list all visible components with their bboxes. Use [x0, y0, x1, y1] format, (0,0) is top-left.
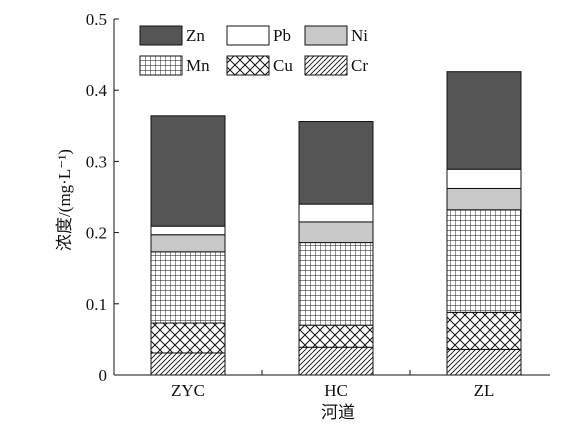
y-tick-label: 0.3 — [86, 152, 107, 171]
bar-zl-pb — [446, 168, 522, 189]
legend-swatch-mn — [139, 55, 183, 76]
x-tick-label-zl: ZL — [474, 381, 495, 400]
legend-swatch-ni — [304, 25, 348, 46]
y-tick-label: 0.5 — [86, 10, 107, 29]
legend-swatch-zn — [139, 25, 183, 46]
bar-hc-cr — [298, 346, 374, 376]
bar-hc-cu — [298, 324, 374, 348]
x-tick-label-zyc: ZYC — [171, 381, 205, 400]
x-tick-label-hc: HC — [324, 381, 348, 400]
bar-zyc-cu — [150, 322, 226, 354]
y-ticks: 0 0.1 0.2 0.3 0.4 0.5 — [86, 10, 119, 385]
axes — [113, 19, 550, 376]
bar-zyc-pb — [150, 225, 226, 236]
legend-label-cr: Cr — [351, 56, 368, 75]
legend-label-zn: Zn — [186, 26, 205, 45]
y-axis-label: 浓度/(mg·L⁻¹) — [55, 149, 74, 251]
legend-label-cu: Cu — [273, 56, 293, 75]
bar-zyc-mn — [150, 251, 226, 324]
x-axis-label: 河道 — [321, 403, 355, 422]
x-ticks: ZYC HC ZL — [171, 370, 494, 400]
y-tick-label: 0.2 — [86, 224, 107, 243]
bar-hc-ni — [298, 221, 374, 244]
bar-zl-cr — [446, 348, 522, 376]
y-tick-label: 0.4 — [86, 81, 108, 100]
legend-swatch-cr — [304, 55, 348, 76]
bar-zyc-zn — [150, 115, 226, 227]
bar-zl-mn — [446, 209, 522, 313]
bar-zl-cu — [446, 311, 522, 350]
legend-label-pb: Pb — [273, 26, 291, 45]
y-tick-label: 0 — [99, 366, 108, 385]
y-tick-label: 0.1 — [86, 295, 107, 314]
bars-layer — [150, 71, 522, 376]
bar-hc-pb — [298, 203, 374, 223]
bar-hc-mn — [298, 242, 374, 326]
legend: Zn Pb Ni Mn Cu Cr — [139, 25, 368, 76]
legend-swatch-pb — [226, 25, 270, 46]
bar-zl-zn — [446, 71, 522, 170]
bar-zyc-ni — [150, 234, 226, 253]
bar-zl-ni — [446, 187, 522, 211]
legend-label-mn: Mn — [186, 56, 210, 75]
bar-hc-zn — [298, 121, 374, 205]
legend-swatch-cu — [226, 55, 270, 76]
legend-label-ni: Ni — [351, 26, 368, 45]
bar-zyc-cr — [150, 352, 226, 376]
